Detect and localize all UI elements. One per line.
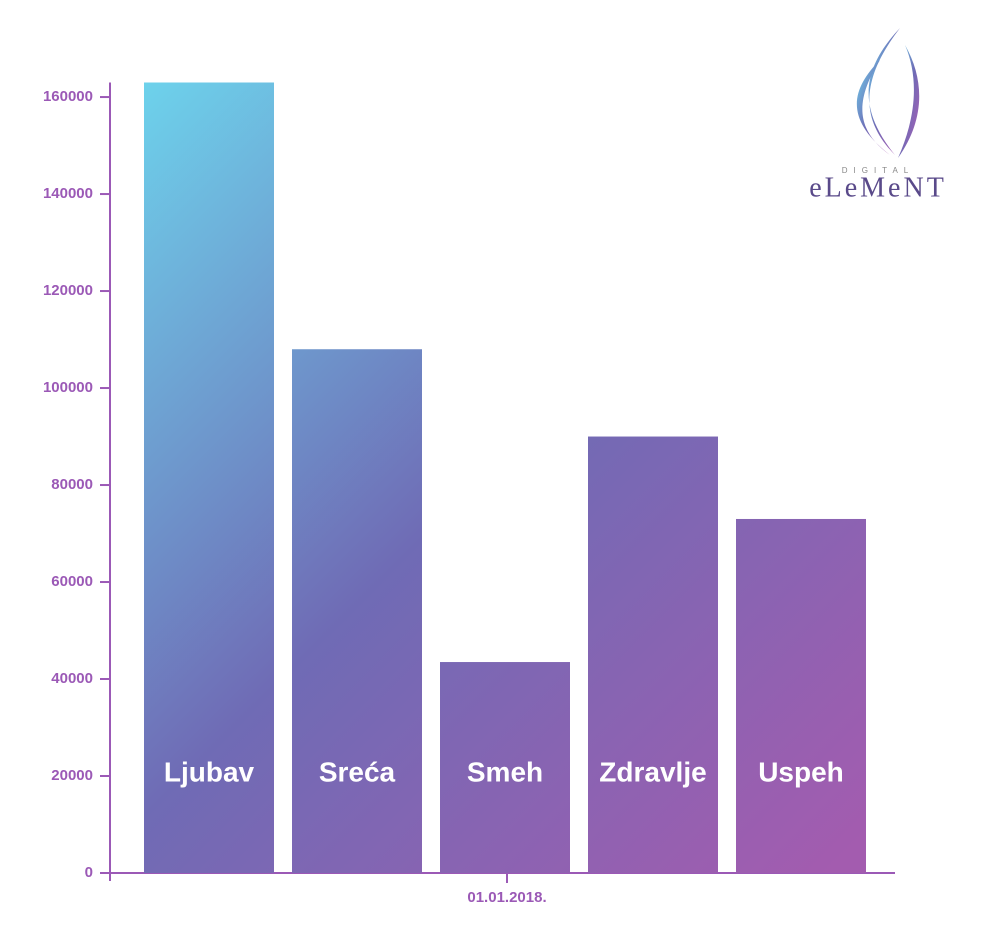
bar: [588, 436, 718, 873]
x-axis-label: 01.01.2018.: [467, 889, 546, 906]
bar: [292, 349, 422, 873]
logo-wing: [856, 60, 890, 155]
logo: DIGITAL eLeMeNT: [809, 28, 947, 203]
bar: [440, 662, 570, 873]
category-label: Smeh: [467, 756, 543, 787]
logo-wing: [868, 28, 900, 155]
category-label: Ljubav: [164, 756, 255, 787]
y-tick-label: 20000: [51, 767, 93, 784]
y-tick-label: 60000: [51, 573, 93, 590]
logo-wing: [898, 45, 920, 158]
category-label: Uspeh: [758, 756, 844, 787]
category-label: Zdravlje: [599, 756, 706, 787]
y-tick-label: 40000: [51, 670, 93, 687]
bar: [144, 82, 274, 873]
y-tick-label: 0: [85, 864, 93, 881]
logo-name: eLeMeNT: [809, 172, 947, 203]
y-tick-label: 160000: [43, 88, 93, 105]
y-tick-label: 120000: [43, 282, 93, 299]
category-label: Sreća: [319, 756, 396, 787]
y-tick-label: 100000: [43, 379, 93, 396]
y-tick-label: 80000: [51, 476, 93, 493]
y-tick-label: 140000: [43, 185, 93, 202]
bar: [736, 518, 866, 873]
logo-subtitle: DIGITAL: [842, 166, 915, 175]
